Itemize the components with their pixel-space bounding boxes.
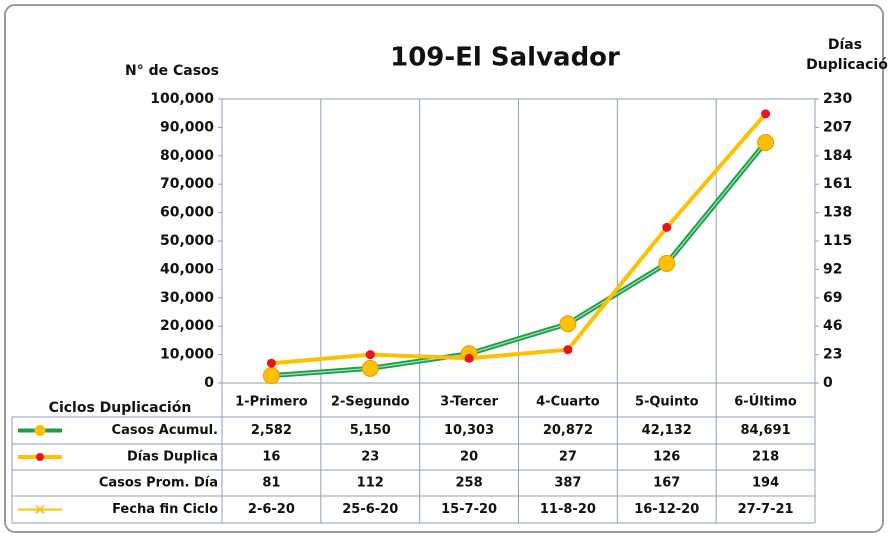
y-tick-label: 90,000	[160, 119, 214, 135]
table-cell: 16-12-20	[634, 502, 699, 517]
y2-tick-label: 207	[823, 119, 852, 135]
legend-label: Casos Acumul.	[112, 423, 218, 438]
series-marker	[757, 133, 775, 151]
table-cell: 112	[357, 476, 384, 491]
table-cell: 15-7-20	[441, 502, 497, 517]
table-cell: 387	[554, 476, 581, 491]
table-cell: 42,132	[642, 423, 692, 438]
y-tick-label: 70,000	[160, 176, 214, 192]
table-cell: 10,303	[444, 423, 494, 438]
series-marker	[559, 315, 577, 333]
chart-frame	[4, 4, 884, 533]
series-marker	[361, 359, 379, 377]
y-axis-label: N° de Casos	[125, 63, 219, 79]
table-cell: 11-8-20	[540, 502, 596, 517]
table-cell: 194	[752, 476, 779, 491]
x-tick-label: 2-Segundo	[331, 395, 410, 410]
table-title: Ciclos Duplicación	[49, 400, 192, 416]
legend-label: Días Duplica	[127, 450, 218, 465]
series-marker	[262, 367, 280, 385]
legend-key-marker	[35, 504, 45, 515]
table-row-label: Casos Prom. Día	[99, 476, 218, 491]
legend-key-marker	[36, 453, 44, 461]
y-tick-label: 20,000	[160, 318, 214, 334]
y2-tick-label: 184	[823, 148, 852, 164]
table-cell: 81	[262, 476, 280, 491]
table-cell: 27-7-21	[738, 502, 794, 517]
y-tick-label: 40,000	[160, 261, 214, 277]
chart-title: 109-El Salvador	[390, 43, 620, 73]
table-cell: 2-6-20	[248, 502, 295, 517]
y2-tick-label: 161	[823, 176, 852, 192]
table-cell: 16	[262, 450, 280, 465]
table-row-label: Fecha fin Ciclo	[112, 502, 218, 517]
series-marker	[464, 353, 474, 363]
y2-tick-label: 115	[823, 233, 852, 249]
y-tick-label: 60,000	[160, 205, 214, 221]
series-marker	[266, 358, 276, 368]
table-cell: 23	[361, 450, 379, 465]
table-cell: 258	[456, 476, 483, 491]
table-cell: 167	[653, 476, 680, 491]
y2-axis-label: Días	[828, 37, 862, 53]
series-marker	[365, 350, 375, 360]
y2-tick-label: 138	[823, 205, 852, 221]
x-tick-label: 4-Cuarto	[536, 395, 600, 410]
series-marker	[761, 109, 771, 119]
y-tick-label: 50,000	[160, 233, 214, 249]
y-tick-label: 10,000	[160, 347, 214, 363]
y2-tick-label: 23	[823, 347, 842, 363]
x-tick-label: 1-Primero	[235, 395, 308, 410]
y-tick-label: 100,000	[150, 91, 214, 107]
y-tick-label: 0	[204, 375, 214, 391]
table-cell: 20	[460, 450, 478, 465]
table-cell: 218	[752, 450, 779, 465]
y2-tick-label: 0	[823, 375, 833, 391]
legend-key-marker	[34, 425, 46, 436]
y2-tick-label: 92	[823, 261, 842, 277]
series-marker	[662, 222, 672, 232]
table-cell: 126	[653, 450, 680, 465]
y2-tick-label: 69	[823, 290, 842, 306]
y-tick-label: 30,000	[160, 290, 214, 306]
series-line-highlight	[271, 142, 767, 377]
table-cell: 27	[559, 450, 577, 465]
y2-tick-label: 46	[823, 318, 842, 334]
y2-axis-label: Duplicación	[806, 57, 889, 73]
table-cell: 84,691	[740, 423, 790, 438]
table-cell: 5,150	[350, 423, 391, 438]
table-cell: 2,582	[251, 423, 292, 438]
series-marker	[658, 254, 676, 272]
y2-tick-label: 230	[823, 91, 852, 107]
table-cell: 25-6-20	[342, 502, 398, 517]
x-tick-label: 6-Último	[734, 394, 797, 410]
table-cell: 20,872	[543, 423, 593, 438]
x-tick-label: 5-Quinto	[635, 395, 699, 410]
series-line	[271, 112, 768, 366]
x-tick-label: 3-Tercer	[440, 395, 498, 410]
y-tick-label: 80,000	[160, 148, 214, 164]
series-marker	[563, 345, 573, 355]
